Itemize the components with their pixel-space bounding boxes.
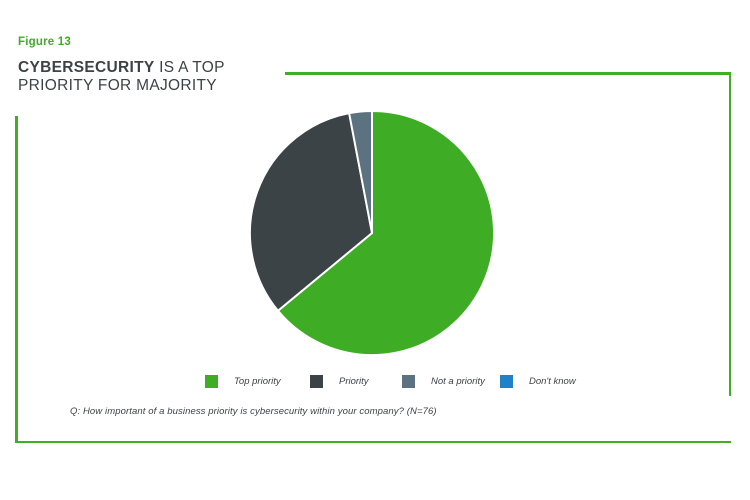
page-title-rest: IS A TOP [154, 59, 225, 76]
pie-slice-priority [249, 112, 373, 312]
survey-question-footnote: Q: How important of a business priority … [70, 406, 437, 417]
legend-item-top-priority: Top priority [205, 374, 281, 388]
frame-line-left [15, 116, 18, 443]
figure-label: Figure 13 [18, 36, 71, 48]
legend-label-not-a-priority: Not a priority [431, 375, 485, 387]
legend-label-priority: Priority [339, 375, 369, 387]
legend-item-not-a-priority: Not a priority [402, 374, 485, 388]
legend-item-dont-know: Don't know [500, 374, 576, 388]
legend-label-dont-know: Don't know [529, 375, 576, 387]
frame-line-right [728, 72, 731, 396]
page-title-bold: CYBERSECURITY [18, 59, 155, 76]
pie-slice-not-a-priority [348, 109, 373, 234]
legend-swatch-dont-know [500, 374, 513, 388]
legend-swatch-not-a-priority [402, 374, 415, 388]
legend-swatch-priority [310, 374, 323, 388]
legend-item-priority: Priority [310, 374, 369, 388]
frame-line-top [285, 72, 731, 75]
legend-swatch-top-priority [205, 374, 218, 388]
pie-chart [248, 109, 496, 357]
pie-slice-top-priority [276, 109, 496, 357]
page-title-line2: PRIORITY FOR MAJORITY [18, 76, 217, 94]
frame-line-bottom [15, 440, 731, 443]
legend-label-top-priority: Top priority [234, 375, 281, 387]
pie-chart-svg [249, 109, 496, 357]
page-title-line1: CYBERSECURITY IS A TOP [18, 59, 225, 76]
page-title: CYBERSECURITY IS A TOP PRIORITY FOR MAJO… [18, 59, 225, 94]
